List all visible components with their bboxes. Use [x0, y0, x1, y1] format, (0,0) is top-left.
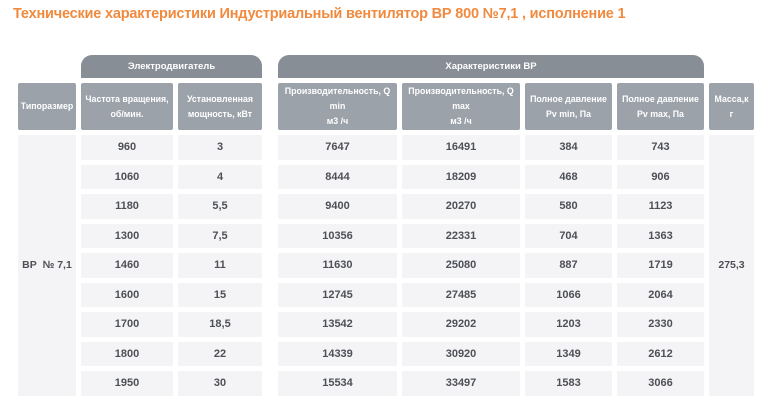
table-cell: 1123	[617, 194, 704, 219]
column-header-line: м3 /ч	[326, 116, 349, 126]
column-header-typosize: Типоразмер	[18, 83, 76, 130]
table-cell: 15534	[278, 371, 397, 396]
table-cell: 11630	[278, 253, 397, 278]
column-header-capacity-qmax: Производительность, Q max м3 /ч	[402, 83, 520, 130]
table-cell: 3066	[617, 371, 704, 396]
column-header-line: Pv max, Па	[637, 108, 684, 119]
table-cell: 906	[617, 164, 704, 189]
column-header-line: м3 /ч	[450, 116, 472, 126]
column-header-pressure-pvmin: Полное давление Pv min, Па	[525, 83, 612, 130]
group-header-electrodvigatel: Электродвигатель	[81, 55, 262, 78]
table-cell: 1460	[81, 253, 173, 278]
column-header-line: Установленная	[186, 93, 253, 104]
table-cell: 580	[525, 194, 612, 219]
table-cell: 22331	[402, 223, 520, 248]
table-cell: 9400	[278, 194, 397, 219]
column-header-line: Pv min, Па	[546, 108, 591, 119]
table-cell: 18,5	[178, 312, 262, 337]
table-cell: 960	[81, 135, 173, 160]
table-cell: 33497	[402, 371, 520, 396]
table-cell: 25080	[402, 253, 520, 278]
table-cell: 5,5	[178, 194, 262, 219]
column-header-typosize-label: Типоразмер	[20, 101, 74, 111]
table-cell: 704	[525, 223, 612, 248]
table-cell: 887	[525, 253, 612, 278]
table-cell: 16491	[402, 135, 520, 160]
column-header-pressure-pvmax: Полное давление Pv max, Па	[617, 83, 704, 130]
table-cell: 30	[178, 371, 262, 396]
table-cell: 12745	[278, 282, 397, 307]
column-header-line: об/мин.	[110, 108, 144, 119]
table-cell: 1950	[81, 371, 173, 396]
table-cell: 2064	[617, 282, 704, 307]
table-cell: 468	[525, 164, 612, 189]
table-cell: 1060	[81, 164, 173, 189]
specs-table: Электродвигатель Характеристики ВР Типор…	[18, 55, 754, 396]
typosize-cell: ВР № 7,1	[18, 135, 76, 396]
table-cell: 20270	[402, 194, 520, 219]
table-cell: 384	[525, 135, 612, 160]
table-cell: 7647	[278, 135, 397, 160]
table-cell: 10356	[278, 223, 397, 248]
column-header-capacity-qmin: Производительность, Q min м3 /ч	[278, 83, 397, 130]
table-cell: 1600	[81, 282, 173, 307]
table-cell: 18209	[402, 164, 520, 189]
table-cell: 1800	[81, 341, 173, 366]
table-cell: 743	[617, 135, 704, 160]
table-cell: 2612	[617, 341, 704, 366]
table-cell: 15	[178, 282, 262, 307]
table-cell: 1363	[617, 223, 704, 248]
table-cell: 1583	[525, 371, 612, 396]
column-header-rotation-frequency: Частота вращения, об/мин.	[81, 83, 173, 130]
column-header-line: Полное давление	[530, 93, 607, 104]
column-header-line: г	[729, 108, 734, 119]
table-cell: 13542	[278, 312, 397, 337]
column-header-line: Масса,к	[714, 93, 749, 104]
table-cell: 29202	[402, 312, 520, 337]
mass-cell: 275,3	[709, 135, 754, 396]
column-header-line: Полное давление	[622, 93, 699, 104]
group-header-kharakteristiki-vr-label: Характеристики ВР	[445, 61, 537, 72]
table-cell: 1300	[81, 223, 173, 248]
group-header-kharakteristiki-vr: Характеристики ВР	[278, 55, 704, 78]
table-cell: 1203	[525, 312, 612, 337]
column-header-line: мощность, кВт	[187, 108, 253, 119]
column-header-line: Производительность, Q max	[408, 86, 514, 111]
table-cell: 3	[178, 135, 262, 160]
page-title: Технические характеристики Индустриальны…	[13, 6, 626, 22]
table-cell: 22	[178, 341, 262, 366]
table-cell: 11	[178, 253, 262, 278]
column-header-line: Частота вращения,	[85, 93, 169, 104]
table-cell: 30920	[402, 341, 520, 366]
table-cell: 14339	[278, 341, 397, 366]
column-header-installed-power: Установленная мощность, кВт	[178, 83, 262, 130]
table-cell: 1700	[81, 312, 173, 337]
table-cell: 2330	[617, 312, 704, 337]
table-cell: 7,5	[178, 223, 262, 248]
table-cell: 27485	[402, 282, 520, 307]
group-header-electrodvigatel-label: Электродвигатель	[127, 61, 216, 72]
table-cell: 8444	[278, 164, 397, 189]
table-cell: 1066	[525, 282, 612, 307]
column-header-line: Производительность, Q min	[284, 86, 391, 111]
column-header-mass: Масса,к г	[709, 83, 754, 130]
table-cell: 1349	[525, 341, 612, 366]
table-cell: 4	[178, 164, 262, 189]
table-cell: 1719	[617, 253, 704, 278]
table-cell: 1180	[81, 194, 173, 219]
